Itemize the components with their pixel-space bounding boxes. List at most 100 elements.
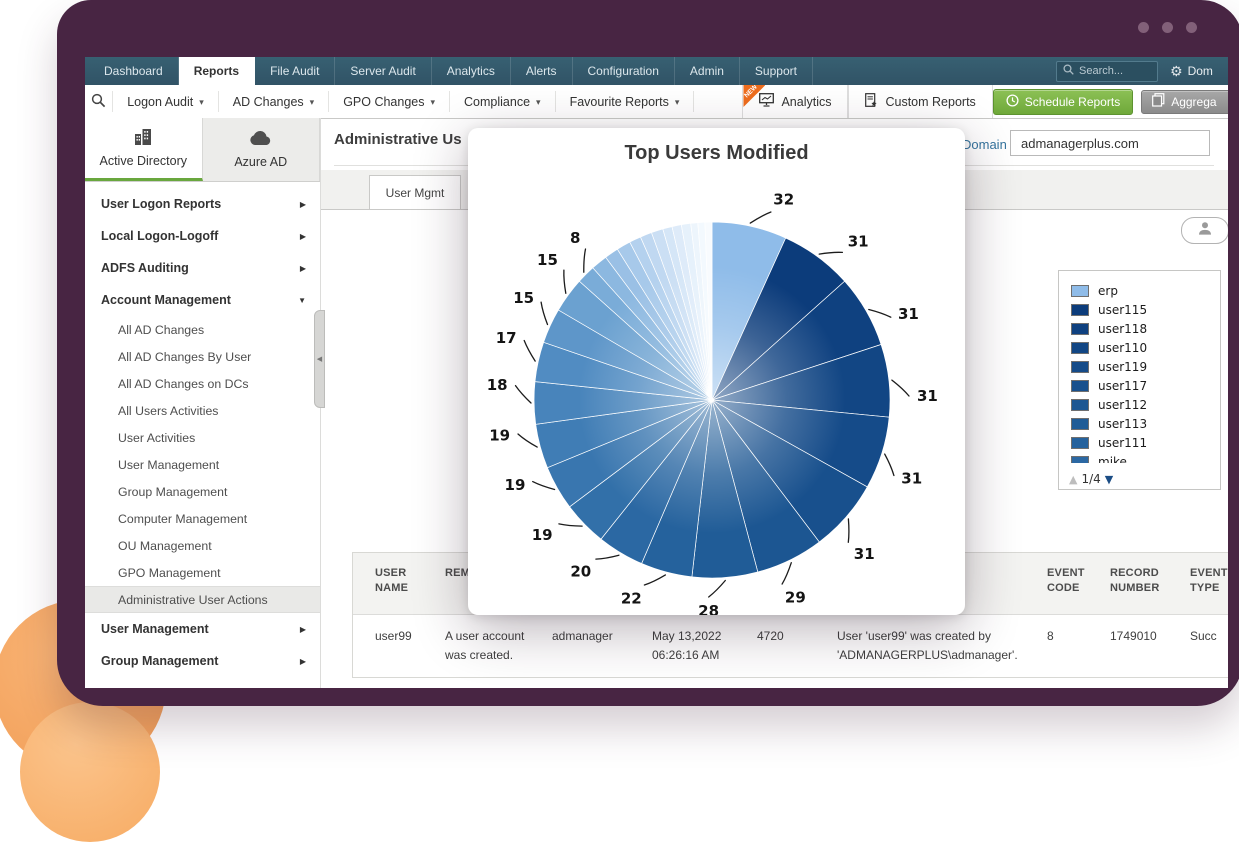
- toolbar-menu-gpo-changes[interactable]: GPO Changes ▾: [329, 91, 451, 112]
- report-finder-button[interactable]: [85, 93, 112, 111]
- legend-item-user119[interactable]: user119: [1071, 357, 1220, 376]
- aggregate-reports-button[interactable]: Aggrega: [1141, 89, 1228, 114]
- tab-azure-ad[interactable]: Azure AD: [202, 118, 320, 181]
- sidebar-item-administrative-user-actions[interactable]: Administrative User Actions: [85, 586, 320, 613]
- analytics-button[interactable]: NEW Analytics: [742, 85, 849, 118]
- search-placeholder: Search...: [1079, 65, 1124, 77]
- legend-page-up-icon[interactable]: ▲: [1069, 472, 1078, 486]
- toolbar-menu-compliance[interactable]: Compliance ▾: [450, 91, 556, 112]
- pie-value-label: 15: [513, 289, 534, 307]
- chevron-right-icon: ▶: [299, 199, 306, 209]
- legend-item-mike[interactable]: mike: [1071, 452, 1220, 463]
- column-header-event-type[interactable]: EVENT TYPE: [1190, 567, 1228, 594]
- report-finder-icon: [91, 93, 106, 111]
- pie-value-label: 17: [496, 329, 517, 347]
- nav-tab-file-audit[interactable]: File Audit: [255, 57, 336, 85]
- sidebar-item-ou-management[interactable]: OU Management: [85, 532, 320, 559]
- pie-callout-line: [643, 574, 667, 586]
- table-row[interactable]: user99 A user account was created. admanag…: [353, 615, 1228, 677]
- legend-item-user117[interactable]: user117: [1071, 376, 1220, 395]
- legend-label: user118: [1098, 321, 1148, 336]
- sidebar-item-group-management[interactable]: Group Management ▶: [85, 645, 320, 677]
- column-header-rem[interactable]: REM: [445, 567, 471, 579]
- nav-tab-support[interactable]: Support: [740, 57, 813, 85]
- chart-modal: Top Users Modified 32 31 31 31 31 31 29 28 22 20 1…: [468, 128, 965, 615]
- sidebar-item-label: User Management: [118, 457, 220, 472]
- layered-docs-icon: [1152, 93, 1165, 110]
- toolbar-menu-label: AD Changes: [232, 94, 304, 109]
- legend-swatch: [1071, 284, 1089, 297]
- global-search-input[interactable]: Search...: [1056, 60, 1158, 82]
- toolbar-menu-logon-audit[interactable]: Logon Audit ▾: [112, 91, 219, 112]
- pie-chart-svg: 32 31 31 31 31 31 29 28 22 20 19 19 19 18 17 15 15 8: [487, 190, 938, 615]
- legend-item-user118[interactable]: user118: [1071, 319, 1220, 338]
- table-cell: user99: [375, 629, 412, 643]
- sidebar-item-user-activities[interactable]: User Activities: [85, 424, 320, 451]
- sidebar-item-all-ad-changes-by-user[interactable]: All AD Changes By User: [85, 343, 320, 370]
- nav-tab-server-audit[interactable]: Server Audit: [335, 57, 432, 85]
- tab-user-mgmt[interactable]: User Mgmt: [369, 175, 461, 209]
- pie-value-label: 19: [489, 426, 510, 444]
- toolbar-menu-label: Logon Audit: [127, 94, 194, 109]
- legend-page-down-icon[interactable]: ▼: [1104, 472, 1114, 486]
- sidebar-item-all-ad-changes[interactable]: All AD Changes: [85, 316, 320, 343]
- column-header-user-name[interactable]: USER NAME: [375, 567, 409, 594]
- domain-settings-button[interactable]: ⚙ Dom: [1170, 64, 1218, 78]
- sidebar-item-local-logon-logoff[interactable]: Local Logon-Logoff ▶: [85, 220, 320, 252]
- legend-list: erp user115 user118 user110 user119 user117 us…: [1059, 275, 1220, 463]
- legend-item-erp[interactable]: erp: [1071, 281, 1220, 300]
- domain-label: Domain: [962, 137, 1007, 152]
- pie-callout-line: [847, 518, 850, 543]
- custom-reports-button[interactable]: Custom Reports: [848, 85, 993, 118]
- pie-value-label: 19: [505, 476, 526, 494]
- toolbar-menu-favourite-reports[interactable]: Favourite Reports ▾: [556, 91, 695, 112]
- clock-icon: [1006, 93, 1019, 110]
- sidebar-collapse-handle[interactable]: ◀: [314, 310, 325, 408]
- sidebar-item-gpo-management[interactable]: GPO Management: [85, 559, 320, 586]
- legend-item-user110[interactable]: user110: [1071, 338, 1220, 357]
- sidebar-item-label: Group Management: [101, 654, 219, 668]
- toolbar-menus: Logon Audit ▾ AD Changes ▾ GPO Changes ▾ Compl…: [112, 85, 695, 118]
- legend-label: user119: [1098, 359, 1148, 374]
- domain-select[interactable]: admanagerplus.com: [1010, 130, 1210, 156]
- column-header-record-number[interactable]: RECORD NUMBER: [1110, 567, 1160, 594]
- sidebar-item-label: User Management: [101, 622, 209, 636]
- window-titlebar-dots: [1138, 22, 1197, 33]
- document-star-icon: [865, 92, 878, 111]
- search-icon: [1063, 64, 1074, 78]
- legend-label: user111: [1098, 435, 1148, 450]
- legend-swatch: [1071, 455, 1089, 463]
- sidebar-item-group-management[interactable]: Group Management: [85, 478, 320, 505]
- tab-active-directory[interactable]: Active Directory: [85, 118, 203, 181]
- legend-item-user112[interactable]: user112: [1071, 395, 1220, 414]
- column-header-event-code[interactable]: EVENT CODE: [1047, 567, 1085, 594]
- chevron-down-icon: ▾: [430, 96, 436, 107]
- pie-callout-line: [532, 480, 556, 491]
- sidebar-item-user-logon-reports[interactable]: User Logon Reports ▶: [85, 188, 320, 220]
- sidebar-item-user-management[interactable]: User Management ▶: [85, 613, 320, 645]
- pie-callout-line: [540, 301, 549, 326]
- nav-tab-analytics[interactable]: Analytics: [432, 57, 511, 85]
- pie-callout-line: [708, 579, 726, 598]
- toolbar-menu-ad-changes[interactable]: AD Changes ▾: [219, 91, 330, 112]
- toolbar-menu-label: Compliance: [464, 94, 531, 109]
- sidebar-item-account-management[interactable]: Account Management ▼: [85, 284, 320, 316]
- legend-swatch: [1071, 398, 1089, 411]
- legend-item-user111[interactable]: user111: [1071, 433, 1220, 452]
- sidebar-item-all-users-activities[interactable]: All Users Activities: [85, 397, 320, 424]
- legend-item-user113[interactable]: user113: [1071, 414, 1220, 433]
- pie-value-label: 31: [898, 305, 919, 323]
- user-filter-button[interactable]: [1181, 217, 1228, 244]
- custom-reports-label: Custom Reports: [885, 94, 976, 109]
- sidebar-item-adfs-auditing[interactable]: ADFS Auditing ▶: [85, 252, 320, 284]
- schedule-reports-button[interactable]: Schedule Reports: [992, 88, 1134, 115]
- sidebar-item-user-management[interactable]: User Management: [85, 451, 320, 478]
- nav-tab-admin[interactable]: Admin: [675, 57, 740, 85]
- sidebar-item-computer-management[interactable]: Computer Management: [85, 505, 320, 532]
- sidebar-item-all-ad-changes-on-dcs[interactable]: All AD Changes on DCs: [85, 370, 320, 397]
- nav-tab-configuration[interactable]: Configuration: [573, 57, 675, 85]
- nav-tab-alerts[interactable]: Alerts: [511, 57, 573, 85]
- nav-tab-dashboard[interactable]: Dashboard: [89, 57, 179, 85]
- nav-tab-reports[interactable]: Reports: [178, 57, 256, 85]
- legend-item-user115[interactable]: user115: [1071, 300, 1220, 319]
